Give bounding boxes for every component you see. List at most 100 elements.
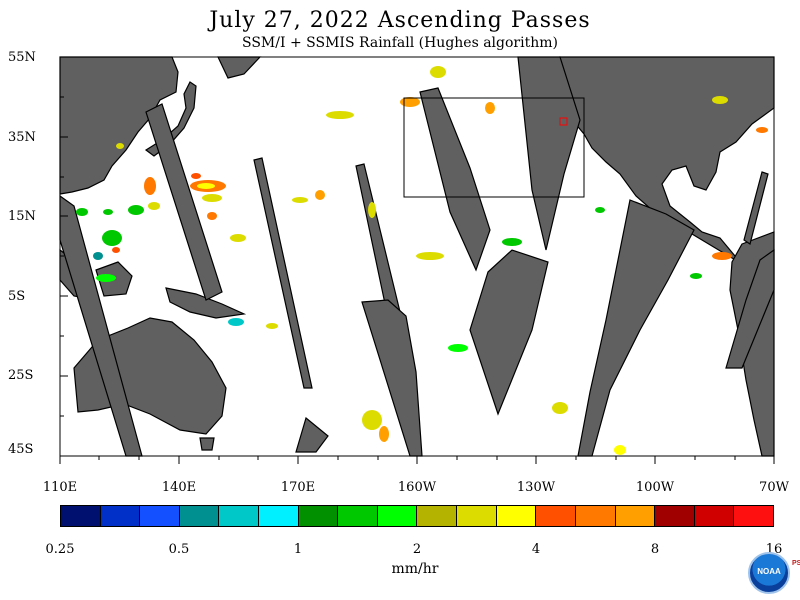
rain-patch bbox=[207, 212, 217, 220]
colorbar-swatch-2 bbox=[140, 506, 180, 526]
rain-patch bbox=[103, 209, 113, 215]
land-and-gaps bbox=[59, 56, 775, 457]
rain-patch bbox=[400, 97, 420, 107]
psl-logo-text: PSL bbox=[792, 560, 800, 567]
colorbar-swatch-3 bbox=[179, 506, 220, 526]
colorbar-swatch-6 bbox=[298, 506, 339, 526]
swath-gap-4 bbox=[355, 163, 403, 321]
rain-patch bbox=[379, 426, 389, 442]
colorbar-label-8: 8 bbox=[650, 542, 660, 557]
lat-ticks bbox=[60, 56, 68, 417]
rain-patch bbox=[93, 252, 103, 260]
lat-label-15n: 15N bbox=[8, 209, 36, 224]
colorbar-swatch-9 bbox=[417, 506, 458, 526]
rain-patch bbox=[416, 252, 444, 260]
colorbar-label-1: 1 bbox=[293, 542, 303, 557]
colorbar-swatch-8 bbox=[377, 506, 418, 526]
lat-label-35n: 35N bbox=[8, 130, 36, 145]
rain-patch bbox=[102, 230, 122, 246]
colorbar-label-0.5: 0.5 bbox=[168, 542, 190, 557]
region-box bbox=[403, 97, 585, 198]
colorbar-units: mm/hr bbox=[391, 561, 439, 577]
swath-gap-11 bbox=[743, 171, 769, 245]
colorbar-swatch-13 bbox=[575, 506, 616, 526]
rainfall-patches bbox=[76, 66, 768, 455]
lon-ticks bbox=[59, 456, 775, 464]
lon-label-160w: 160W bbox=[397, 480, 437, 495]
rain-patch bbox=[614, 445, 626, 455]
rain-patch bbox=[326, 111, 354, 119]
rain-patch bbox=[202, 194, 222, 202]
lon-label-70w: 70W bbox=[759, 480, 789, 495]
rain-patch bbox=[315, 190, 325, 200]
colorbar-swatch-10 bbox=[457, 506, 497, 526]
swath-gap-7 bbox=[469, 249, 549, 416]
rain-patch bbox=[502, 238, 522, 246]
lon-label-140e: 140E bbox=[161, 480, 197, 495]
colorbar-swatch-1 bbox=[100, 506, 141, 526]
rain-patch bbox=[191, 173, 201, 179]
lat-label-5s: 5S bbox=[8, 289, 26, 304]
lon-label-100w: 100W bbox=[635, 480, 675, 495]
landmass-tasmania bbox=[199, 437, 215, 451]
colorbar-swatch-5 bbox=[259, 506, 299, 526]
rain-patch bbox=[712, 252, 732, 260]
rain-patch bbox=[266, 323, 278, 329]
rain-patch bbox=[430, 66, 446, 78]
landmass-new-zealand bbox=[295, 416, 329, 453]
landmass-asia bbox=[59, 56, 179, 195]
rain-patch bbox=[128, 205, 144, 215]
colorbar-swatch-16 bbox=[694, 506, 735, 526]
swath-gap-9 bbox=[577, 199, 695, 457]
rain-patch bbox=[552, 402, 568, 414]
rain-patch bbox=[292, 197, 308, 203]
rain-patch bbox=[230, 234, 246, 242]
rain-patch bbox=[144, 177, 156, 195]
colorbar-label-4: 4 bbox=[531, 542, 541, 557]
rain-patch bbox=[362, 410, 382, 430]
lat-label-55n: 55N bbox=[8, 50, 36, 65]
swath-gap-1 bbox=[145, 103, 223, 301]
rain-patch bbox=[96, 274, 116, 282]
landmass-kamchatka bbox=[217, 56, 262, 79]
colorbar-swatch-4 bbox=[219, 506, 260, 526]
rainfall-colorbar bbox=[60, 505, 774, 527]
colorbar-swatch-15 bbox=[655, 506, 695, 526]
landmass-new-guinea bbox=[165, 287, 247, 319]
lat-label-45s: 45S bbox=[8, 442, 34, 457]
rain-patch bbox=[448, 344, 468, 352]
swath-gap-2 bbox=[59, 194, 143, 457]
lat-label-25s: 25S bbox=[8, 368, 34, 383]
swath-gap-5 bbox=[361, 299, 423, 457]
colorbar-swatch-12 bbox=[536, 506, 576, 526]
rain-patch bbox=[690, 273, 702, 279]
colorbar-label-0.25: 0.25 bbox=[45, 542, 75, 557]
rain-patch bbox=[712, 96, 728, 104]
rain-patch bbox=[368, 202, 376, 218]
rain-patch bbox=[148, 202, 160, 210]
colorbar-swatch-11 bbox=[496, 506, 537, 526]
rain-patch bbox=[595, 207, 605, 213]
colorbar-swatch-7 bbox=[338, 506, 378, 526]
map-subtitle: SSM/I + SSMIS Rainfall (Hughes algorithm… bbox=[242, 35, 558, 51]
landmass-north-america bbox=[559, 56, 775, 263]
noaa-logo-text: NOAA bbox=[757, 567, 781, 576]
rain-patch bbox=[756, 127, 768, 133]
noaa-logo: NOAA bbox=[748, 552, 790, 594]
rain-patch bbox=[228, 318, 244, 326]
colorbar-swatch-14 bbox=[615, 506, 656, 526]
rain-patch bbox=[485, 102, 495, 114]
location-marker bbox=[559, 117, 568, 126]
colorbar-swatch-0 bbox=[61, 506, 101, 526]
rain-patch bbox=[112, 247, 120, 253]
colorbar-label-2: 2 bbox=[412, 542, 422, 557]
swath-gap-3 bbox=[253, 157, 313, 389]
lon-label-110e: 110E bbox=[42, 480, 78, 495]
swath-gap-6 bbox=[419, 87, 491, 272]
rain-patch bbox=[116, 143, 124, 149]
lon-label-130w: 130W bbox=[516, 480, 556, 495]
colorbar-swatch-17 bbox=[734, 506, 773, 526]
lon-label-170e: 170E bbox=[280, 480, 316, 495]
rain-patch bbox=[197, 183, 215, 189]
